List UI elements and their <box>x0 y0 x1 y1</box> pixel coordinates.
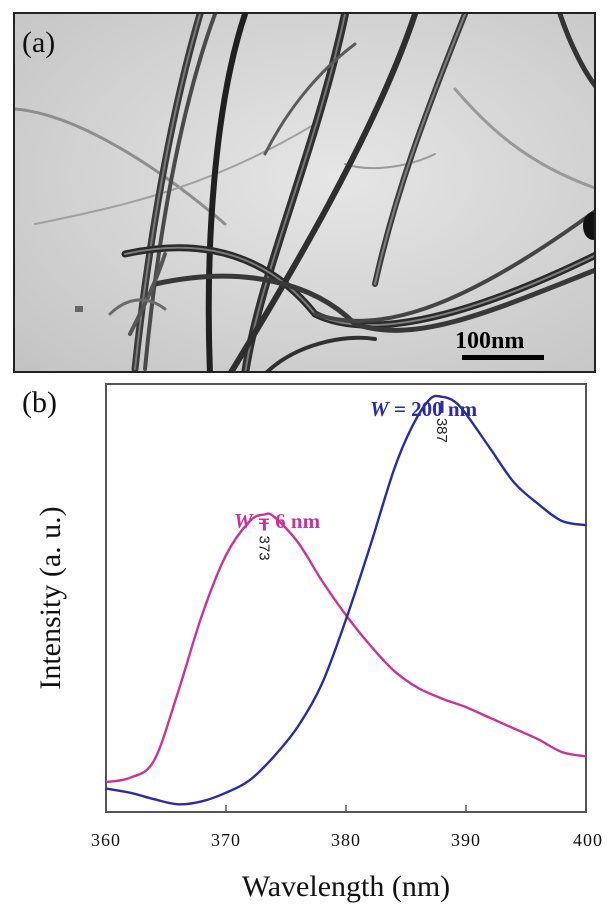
x-tick-label: 370 <box>211 830 241 850</box>
x-tick-label: 390 <box>451 830 481 850</box>
panel-b-label: (b) <box>22 386 57 419</box>
x-tick-label: 360 <box>91 830 121 850</box>
peak-label-w6: 373 <box>255 536 272 561</box>
scale-bar <box>462 355 544 360</box>
tem-micrograph <box>13 12 596 373</box>
series-label-w6: W = 6 nm <box>234 509 321 533</box>
x-axis-ticks <box>105 805 587 812</box>
scale-bar-label: 100nm <box>455 328 524 354</box>
nanoribbons <box>15 14 594 371</box>
peak-label-w200: 387 <box>433 418 450 443</box>
x-tick-label: 380 <box>331 830 361 850</box>
panel-a-label: (a) <box>22 26 55 59</box>
x-axis-tick-labels: 360 370 380 390 400 <box>91 830 603 850</box>
plot-frame <box>105 383 587 813</box>
debris <box>75 306 83 312</box>
series-line-w6 <box>105 512 587 784</box>
x-tick-label: 400 <box>573 830 603 850</box>
particle <box>583 212 594 240</box>
series-layer <box>105 394 587 806</box>
series-label-w200: W = 200 nm <box>370 397 478 421</box>
y-axis-title: Intensity (a. u.) <box>34 506 67 689</box>
tem-image <box>15 14 594 371</box>
x-axis-title: Wavelength (nm) <box>242 870 450 903</box>
series-line-w200 <box>105 394 587 806</box>
